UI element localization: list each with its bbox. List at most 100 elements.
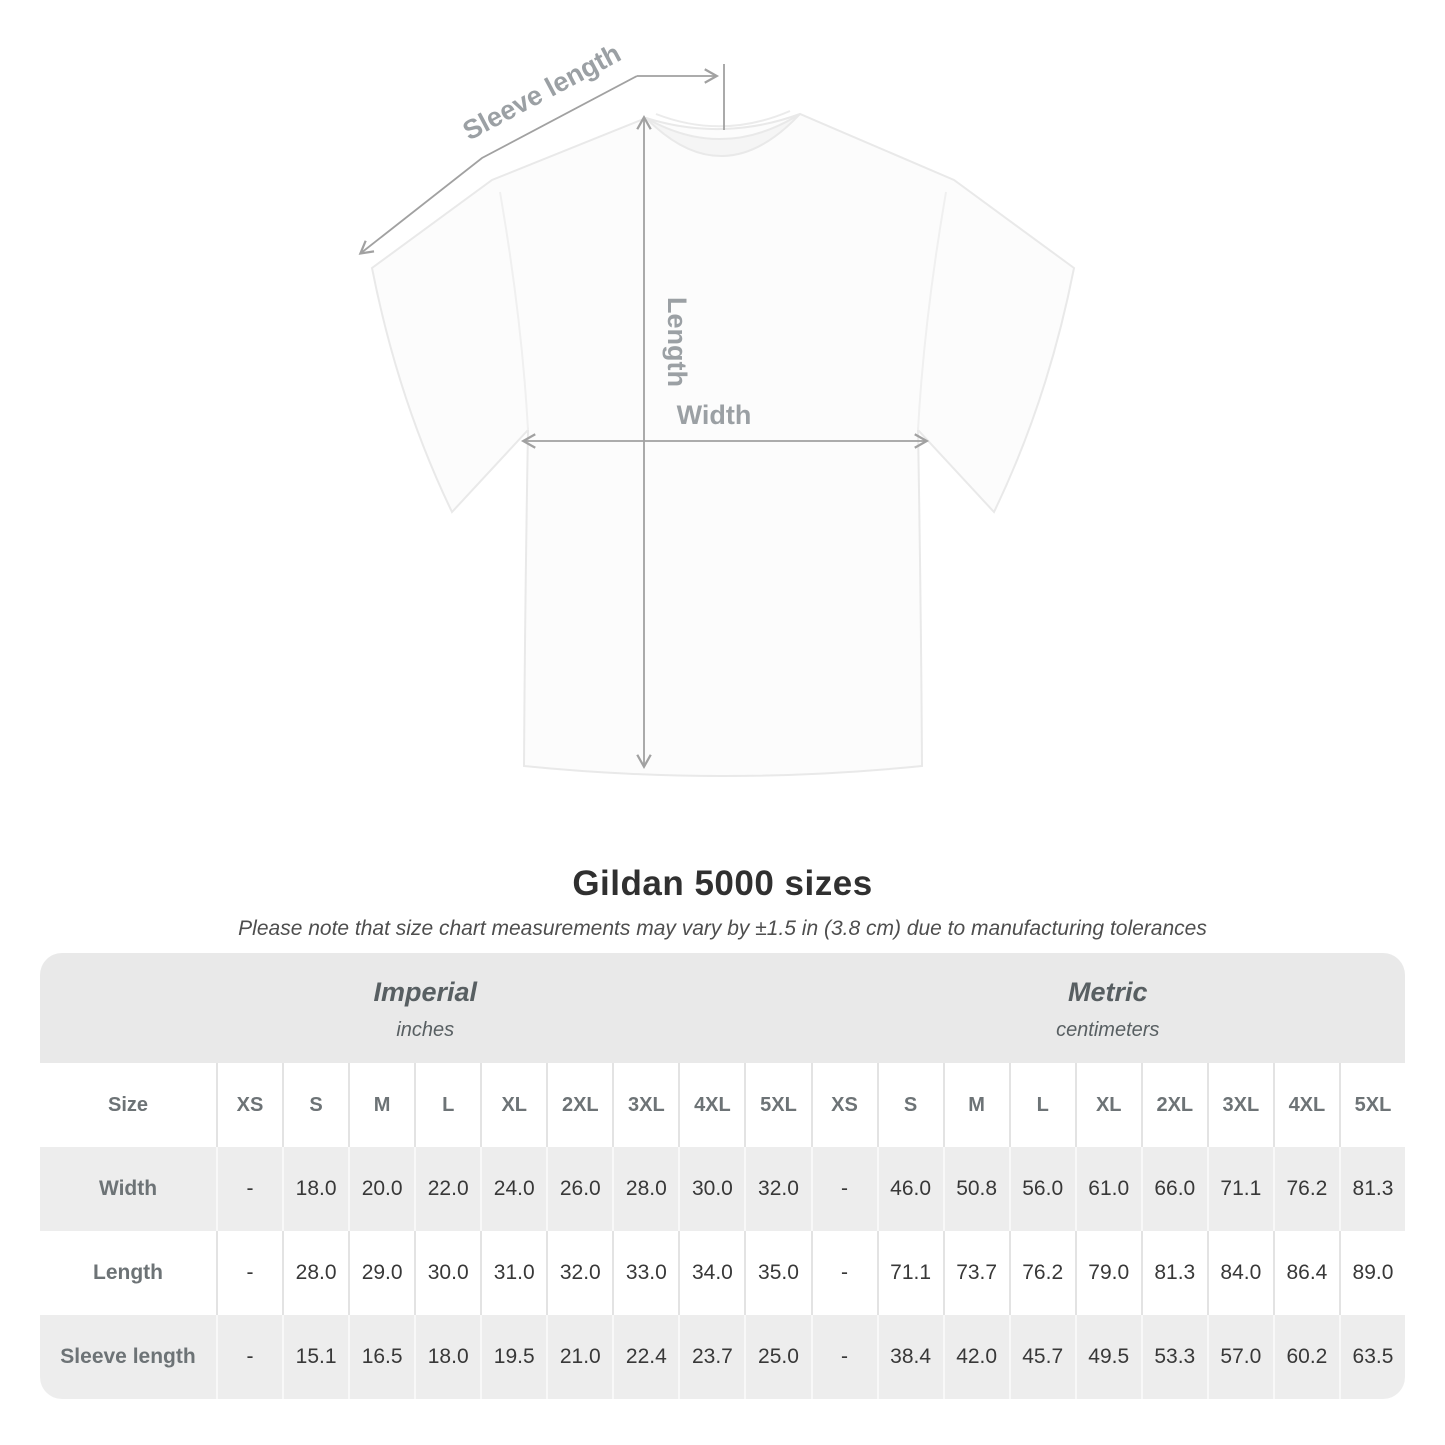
length-row: Length -28.0 29.0 30.0 31.0 32.0 33.0 34.0 35.0-… bbox=[40, 1231, 1405, 1315]
measurement-value-metric: 57.0 bbox=[1206, 1315, 1273, 1399]
measurement-value-imperial: 33.0 bbox=[612, 1231, 678, 1315]
tshirt-collar bbox=[645, 113, 801, 157]
measurement-value-metric: 71.1 bbox=[876, 1231, 943, 1315]
measurement-value-metric: 50.8 bbox=[942, 1147, 1009, 1231]
measurement-value-metric: 60.2 bbox=[1272, 1315, 1339, 1399]
measurement-value-metric: 61.0 bbox=[1074, 1147, 1141, 1231]
measurement-value-imperial: 29.0 bbox=[348, 1231, 414, 1315]
measurement-value-imperial: - bbox=[216, 1315, 282, 1399]
width-label: Width bbox=[677, 400, 752, 430]
measurement-value-imperial: - bbox=[216, 1147, 282, 1231]
measurement-value-metric: 66.0 bbox=[1140, 1147, 1207, 1231]
measurement-value-metric: 73.7 bbox=[942, 1231, 1009, 1315]
size-column-label: Size bbox=[107, 1093, 149, 1116]
measurement-value-imperial: 30.0 bbox=[678, 1147, 744, 1231]
measurement-value-imperial: 19.5 bbox=[480, 1315, 546, 1399]
measurement-value-metric: 45.7 bbox=[1008, 1315, 1075, 1399]
measurement-value-imperial: 35.0 bbox=[744, 1231, 810, 1315]
size-header-imperial-5xl: 5XL bbox=[744, 1063, 810, 1147]
size-header-imperial-xl: XL bbox=[480, 1063, 546, 1147]
measurement-value-metric: 49.5 bbox=[1074, 1315, 1141, 1399]
measurement-value-imperial: 24.0 bbox=[480, 1147, 546, 1231]
size-header-imperial-3xl: 3XL bbox=[612, 1063, 678, 1147]
measurement-value-metric: 81.3 bbox=[1140, 1231, 1207, 1315]
measurement-value-imperial: 18.0 bbox=[414, 1315, 480, 1399]
measurement-value-metric: - bbox=[810, 1147, 877, 1231]
measurement-value-metric: 89.0 bbox=[1338, 1231, 1405, 1315]
size-header-imperial-4xl: 4XL bbox=[678, 1063, 744, 1147]
size-header-imperial-l: L bbox=[414, 1063, 480, 1147]
size-header-imperial-2xl: 2XL bbox=[546, 1063, 612, 1147]
measurement-value-metric: 38.4 bbox=[876, 1315, 943, 1399]
size-header-metric-4xl: 4XL bbox=[1272, 1063, 1339, 1147]
measurement-value-metric: 56.0 bbox=[1008, 1147, 1075, 1231]
size-table: Imperial inches Metric centimeters Size X… bbox=[40, 953, 1405, 1399]
sleeve-length-arrow bbox=[358, 75, 638, 255]
size-header-metric-m: M bbox=[942, 1063, 1009, 1147]
measurement-value-imperial: 26.0 bbox=[546, 1147, 612, 1231]
tshirt-back-collar bbox=[655, 110, 791, 128]
tshirt-right-sleeve-seam bbox=[917, 191, 947, 431]
size-header-imperial-m: M bbox=[348, 1063, 414, 1147]
size-header-metric-2xl: 2XL bbox=[1140, 1063, 1207, 1147]
tshirt-measurement-diagram: Sleeve length Length Width bbox=[358, 38, 1076, 777]
width-row: Width -18.0 20.0 22.0 24.0 26.0 28.0 30.0 32.0-4… bbox=[40, 1147, 1405, 1231]
imperial-header: Imperial inches bbox=[40, 953, 811, 1063]
measurement-value-imperial: 32.0 bbox=[744, 1147, 810, 1231]
metric-header: Metric centimeters bbox=[811, 953, 1406, 1063]
size-header-metric-xs: XS bbox=[810, 1063, 877, 1147]
measurement-value-imperial: 31.0 bbox=[480, 1231, 546, 1315]
tshirt-left-sleeve-seam bbox=[499, 191, 529, 431]
size-header-metric-l: L bbox=[1008, 1063, 1075, 1147]
tolerance-note: Please note that size chart measurements… bbox=[238, 917, 1207, 940]
measurement-value-metric: 81.3 bbox=[1338, 1147, 1405, 1231]
metric-unit: centimeters bbox=[1056, 1018, 1160, 1041]
measurement-value-metric: - bbox=[810, 1231, 877, 1315]
measurement-value-metric: 86.4 bbox=[1272, 1231, 1339, 1315]
measurement-value-imperial: 30.0 bbox=[414, 1231, 480, 1315]
length-label: Length bbox=[662, 297, 692, 387]
measurement-value-imperial: 25.0 bbox=[744, 1315, 810, 1399]
measurement-value-imperial: 28.0 bbox=[282, 1231, 348, 1315]
row-label: Length bbox=[93, 1261, 163, 1284]
measurement-value-imperial: 34.0 bbox=[678, 1231, 744, 1315]
measurement-value-metric: 76.2 bbox=[1008, 1231, 1075, 1315]
tshirt-body bbox=[370, 112, 1076, 777]
imperial-unit: inches bbox=[396, 1018, 455, 1041]
row-label: Sleeve length bbox=[60, 1345, 196, 1368]
measurement-value-imperial: 16.5 bbox=[348, 1315, 414, 1399]
unit-header-row: Imperial inches Metric centimeters bbox=[40, 953, 1405, 1063]
measurement-value-metric: 71.1 bbox=[1206, 1147, 1273, 1231]
measurement-value-metric: 79.0 bbox=[1074, 1231, 1141, 1315]
measurement-value-imperial: - bbox=[216, 1231, 282, 1315]
measurement-value-metric: 53.3 bbox=[1140, 1315, 1207, 1399]
imperial-title: Imperial bbox=[373, 976, 478, 1007]
page-title: Gildan 5000 sizes bbox=[572, 864, 873, 903]
measurement-value-imperial: 22.0 bbox=[414, 1147, 480, 1231]
measurement-value-imperial: 22.4 bbox=[612, 1315, 678, 1399]
measurement-value-imperial: 21.0 bbox=[546, 1315, 612, 1399]
measurement-value-metric: - bbox=[810, 1315, 877, 1399]
measurement-value-metric: 76.2 bbox=[1272, 1147, 1339, 1231]
measurement-value-imperial: 20.0 bbox=[348, 1147, 414, 1231]
size-header-metric-xl: XL bbox=[1074, 1063, 1141, 1147]
row-label: Width bbox=[98, 1177, 158, 1200]
measurement-value-imperial: 28.0 bbox=[612, 1147, 678, 1231]
metric-title: Metric bbox=[1067, 976, 1148, 1007]
measurement-value-imperial: 32.0 bbox=[546, 1231, 612, 1315]
measurement-value-metric: 84.0 bbox=[1206, 1231, 1273, 1315]
size-header-metric-5xl: 5XL bbox=[1338, 1063, 1405, 1147]
size-header-imperial-s: S bbox=[282, 1063, 348, 1147]
measurement-value-metric: 46.0 bbox=[876, 1147, 943, 1231]
size-header-metric-s: S bbox=[876, 1063, 943, 1147]
measurement-value-metric: 63.5 bbox=[1338, 1315, 1405, 1399]
measurement-value-imperial: 23.7 bbox=[678, 1315, 744, 1399]
size-header-metric-3xl: 3XL bbox=[1206, 1063, 1273, 1147]
sleeve-length-label: Sleeve length bbox=[458, 38, 626, 146]
measurement-value-imperial: 18.0 bbox=[282, 1147, 348, 1231]
size-header-imperial-xs: XS bbox=[216, 1063, 282, 1147]
sleeve-length-row: Sleeve length -15.1 16.5 18.0 19.5 21.0 22.4 23… bbox=[40, 1315, 1405, 1399]
measurement-value-imperial: 15.1 bbox=[282, 1315, 348, 1399]
size-header-row: Size XS S M L XL 2XL 3XL 4XL 5XL XS S M L XL 2XL 3XL 4XL 5… bbox=[40, 1063, 1405, 1147]
measurement-value-metric: 42.0 bbox=[942, 1315, 1009, 1399]
